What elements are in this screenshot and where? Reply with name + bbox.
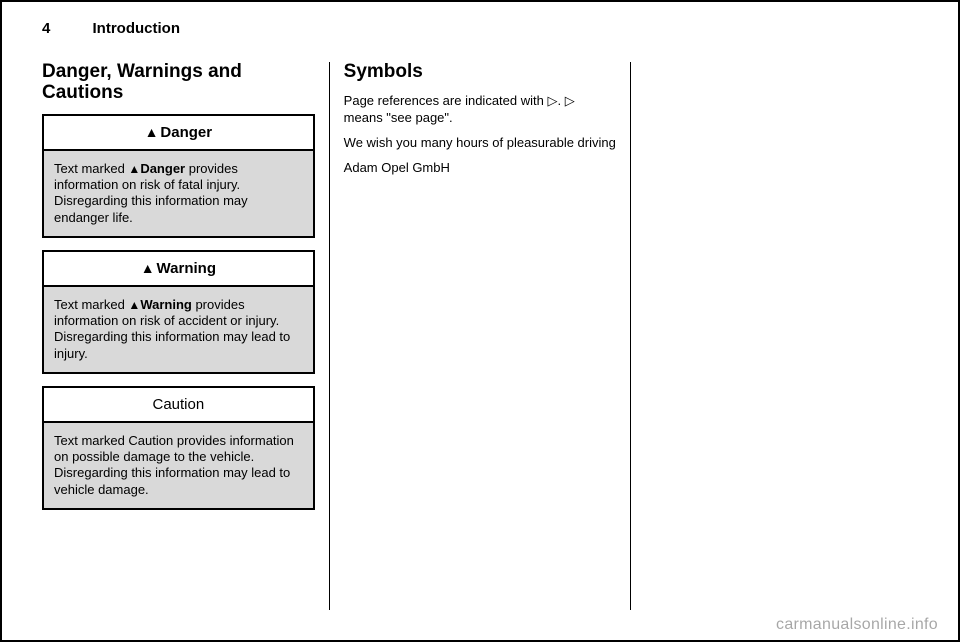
danger-box-title: ▲Danger <box>44 116 313 151</box>
p1-c: means "see page". <box>344 110 453 125</box>
symbols-para-2: We wish you many hours of pleasurable dr… <box>344 135 617 152</box>
page-number: 4 <box>42 20 50 37</box>
section-title: Introduction <box>93 20 180 37</box>
symbols-para-3: Adam Opel GmbH <box>344 160 617 177</box>
warning-body-prefix: Text marked <box>54 297 128 312</box>
p1-a: Page references are indicated with <box>344 93 548 108</box>
columns: Danger, Warnings and Cautions ▲Danger Te… <box>42 62 918 610</box>
warning-box: ▲Warning Text marked ▲Warning provides i… <box>42 250 315 374</box>
warning-title-text: Warning <box>157 260 216 277</box>
danger-body-prefix: Text marked <box>54 161 128 176</box>
warning-box-title: ▲Warning <box>44 252 313 287</box>
p1-b: . <box>557 93 564 108</box>
page-ref-icon: ▷ <box>547 93 557 108</box>
warning-triangle-icon: ▲ <box>141 260 155 276</box>
warning-triangle-icon: ▲ <box>128 162 140 176</box>
watermark: carmanualsonline.info <box>776 616 938 634</box>
caution-title-text: Caution <box>152 396 204 413</box>
warning-triangle-icon: ▲ <box>128 298 140 312</box>
warning-body-label: Warning <box>140 297 192 312</box>
column-3 <box>630 62 918 610</box>
column-1: Danger, Warnings and Cautions ▲Danger Te… <box>42 62 329 610</box>
danger-box-body: Text marked ▲Danger provides information… <box>44 151 313 236</box>
caution-box-body: Text marked Caution provides information… <box>44 423 313 508</box>
warning-box-body: Text marked ▲Warning provides informatio… <box>44 287 313 372</box>
page-ref-icon: ▷ <box>565 93 575 108</box>
danger-title-text: Danger <box>160 124 212 141</box>
manual-page: 4 Introduction Danger, Warnings and Caut… <box>0 0 960 642</box>
page-header: 4 Introduction <box>42 20 918 37</box>
warning-triangle-icon: ▲ <box>145 124 159 140</box>
symbols-para-1: Page references are indicated with ▷. ▷ … <box>344 93 617 127</box>
col2-heading: Symbols <box>344 62 617 83</box>
danger-body-label: Danger <box>140 161 185 176</box>
caution-box-title: Caution <box>44 388 313 423</box>
danger-box: ▲Danger Text marked ▲Danger provides inf… <box>42 114 315 238</box>
col1-heading: Danger, Warnings and Cautions <box>42 62 315 104</box>
column-2: Symbols Page references are indicated wi… <box>329 62 631 610</box>
caution-box: Caution Text marked Caution provides inf… <box>42 386 315 510</box>
